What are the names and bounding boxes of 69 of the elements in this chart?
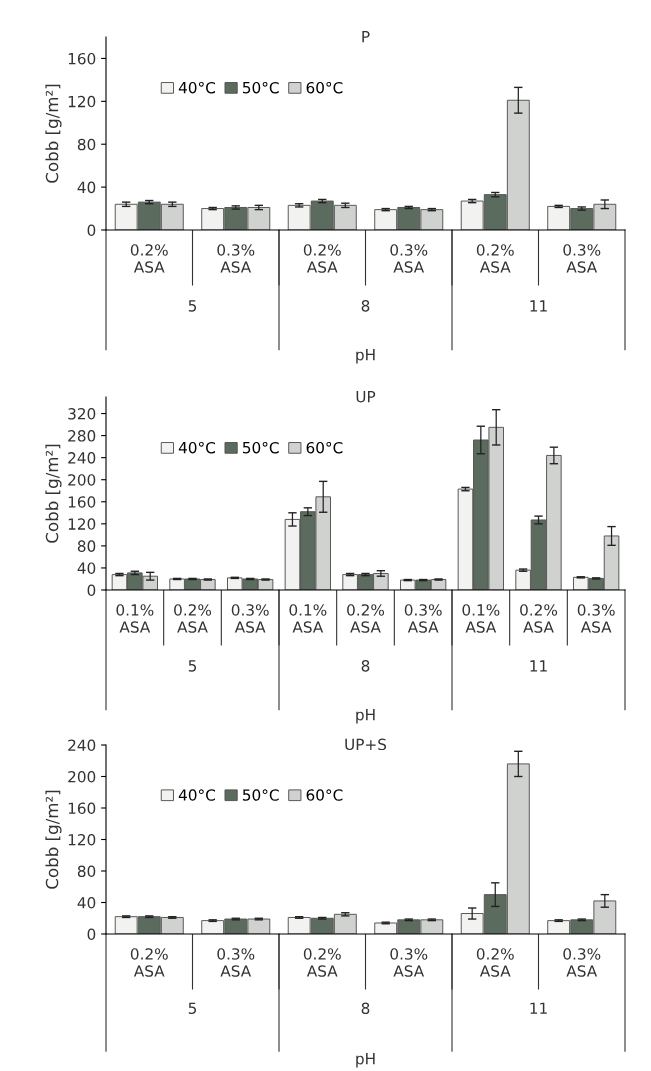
y-tick-label: 80 [77,865,96,878]
y-tick-label: 160 [68,52,96,65]
x-axis-title: pH [356,709,375,724]
y-tick-label: 160 [68,802,96,815]
x-tick-label: 0.3% ASA [217,948,255,977]
y-tick-label: 40 [77,896,96,909]
text: 8 [361,1002,370,1015]
text: 11 [530,300,547,312]
x-tick-label: 0.3% ASA [390,948,428,977]
legend-label: 60°C [306,441,343,454]
chart-title: UP+S [345,738,387,751]
text: 5 [188,300,197,312]
y-tick-label: 0 [87,584,96,597]
x-tick-label: 0.2% ASA [174,604,212,633]
x-tick-label: 0.1% ASA [462,604,500,633]
x-tick-label: 0.3% ASA [390,244,428,273]
y-tick-label: 240 [68,739,96,752]
x-tick-label: 0.1% ASA [116,604,154,633]
x-axis-title: pH [356,349,375,364]
y-tick-label: 200 [68,474,96,486]
x-tick-label: 0.2% ASA [303,244,341,273]
y-axis-title: Cobb [g/m²] [45,444,62,543]
legend-label: 50°C [242,441,279,454]
y-tick-label: 120 [68,518,96,530]
y-tick-label: 40 [77,181,96,194]
y-tick-label: 160 [68,496,96,508]
y-tick-label: 280 [68,430,96,442]
text: 5 [188,1002,197,1015]
legend-label: 60°C [306,81,343,94]
chart-title: P [362,31,370,43]
legend-label: 50°C [242,81,279,94]
y-tick-label: 200 [68,770,96,783]
x-tick-label: 0.1% ASA [289,604,327,633]
legend-label: 60°C [306,789,343,801]
legend-label: 40°C [178,789,215,801]
x-tick-label: 0.3% ASA [217,244,255,273]
x-tick-label: 0.2% ASA [130,244,168,273]
y-axis-title: Cobb [g/m²] [45,790,62,889]
y-tick-label: 120 [68,95,96,108]
x-tick-label: 0.3% ASA [404,604,442,633]
x-tick-label: 0.2% ASA [476,948,514,977]
text: 8 [361,660,370,672]
text: 5 [188,660,197,672]
legend-label: 50°C [242,789,279,801]
text: 11 [530,1002,547,1014]
x-tick-label: 0.3% ASA [563,948,601,977]
legend-label: 40°C [178,441,215,454]
legend-label: 40°C [178,81,215,94]
x-tick-label: 0.3% ASA [563,244,601,273]
x-tick-label: 0.2% ASA [520,604,558,633]
x-tick-label: 0.2% ASA [347,604,385,633]
x-tick-label: 0.2% ASA [476,244,514,273]
y-tick-label: 120 [68,833,96,846]
x-tick-label: 0.3% ASA [577,604,615,633]
x-tick-label: 0.3% ASA [231,604,269,633]
y-tick-label: 40 [77,562,96,574]
text: 8 [361,300,370,312]
x-tick-label: 0.2% ASA [303,948,341,977]
y-tick-label: 80 [77,138,96,151]
y-tick-label: 240 [68,452,96,464]
y-axis-title: Cobb [g/m²] [45,84,62,183]
y-tick-label: 0 [87,928,96,941]
y-tick-label: 320 [68,408,96,420]
y-tick-label: 0 [87,224,96,237]
x-tick-label: 0.2% ASA [130,948,168,977]
chart-title: UP [356,391,376,403]
text: 11 [530,660,547,672]
y-tick-label: 80 [77,540,96,552]
x-axis-title: pH [356,1053,375,1068]
